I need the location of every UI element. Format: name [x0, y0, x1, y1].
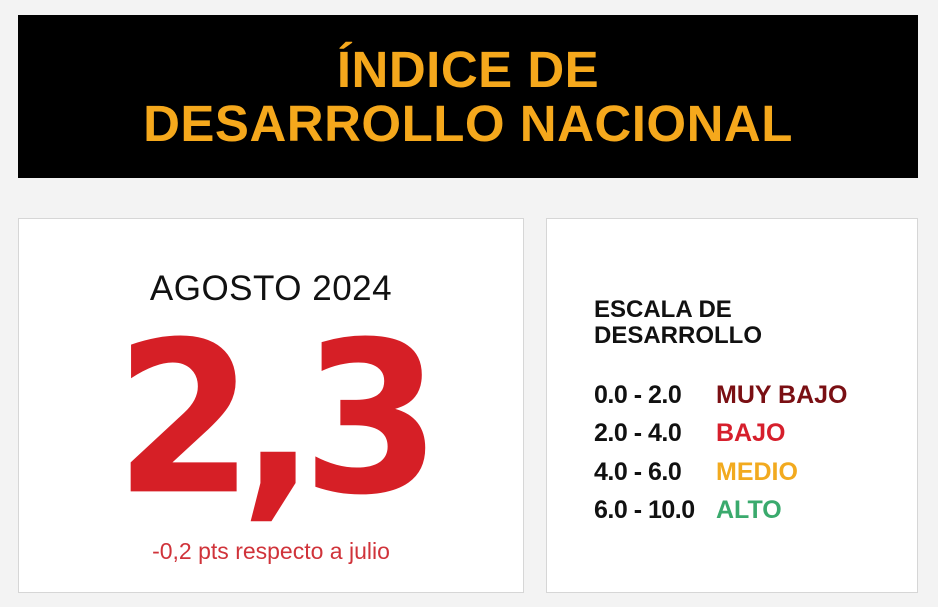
page-title-line2: DESARROLLO NACIONAL	[143, 94, 793, 152]
scale-row: 0.0 - 2.0 MUY BAJO	[594, 376, 848, 415]
scale-range: 4.0 - 6.0	[594, 457, 682, 486]
scale-title-line1: ESCALA DE	[594, 296, 732, 323]
scale-range: 6.0 - 10.0	[594, 496, 695, 525]
change-text: -0,2 pts respecto a julio	[152, 538, 390, 564]
scale-card: ESCALA DE DESARROLLO 0.0 - 2.0 MUY BAJO 2…	[546, 218, 918, 593]
scale-range: 2.0 - 4.0	[594, 419, 682, 448]
scale-title: ESCALA DE DESARROLLO	[594, 297, 762, 349]
scale-range: 0.0 - 2.0	[594, 380, 682, 409]
scale-title-line2: DESARROLLO	[594, 322, 762, 349]
scale-row: 2.0 - 4.0 BAJO	[594, 415, 848, 454]
scale-row: 4.0 - 6.0 MEDIO	[594, 453, 848, 492]
index-card: AGOSTO 2024 2,3 -0,2 pts respecto a juli…	[18, 218, 524, 593]
scale-label: MUY BAJO	[716, 380, 848, 409]
scale-label: BAJO	[716, 419, 786, 448]
scale-row: 6.0 - 10.0 ALTO	[594, 492, 848, 531]
scale-list: 0.0 - 2.0 MUY BAJO 2.0 - 4.0 BAJO 4.0 - 6.…	[594, 376, 848, 530]
period-label: AGOSTO 2024	[149, 269, 393, 308]
header-banner: ÍNDICE DE DESARROLLO NACIONAL	[18, 15, 918, 178]
index-value: 2,3	[114, 297, 441, 542]
scale-label: ALTO	[716, 496, 782, 525]
scale-label: MEDIO	[716, 457, 798, 486]
page-title-line1: ÍNDICE DE	[336, 40, 600, 98]
